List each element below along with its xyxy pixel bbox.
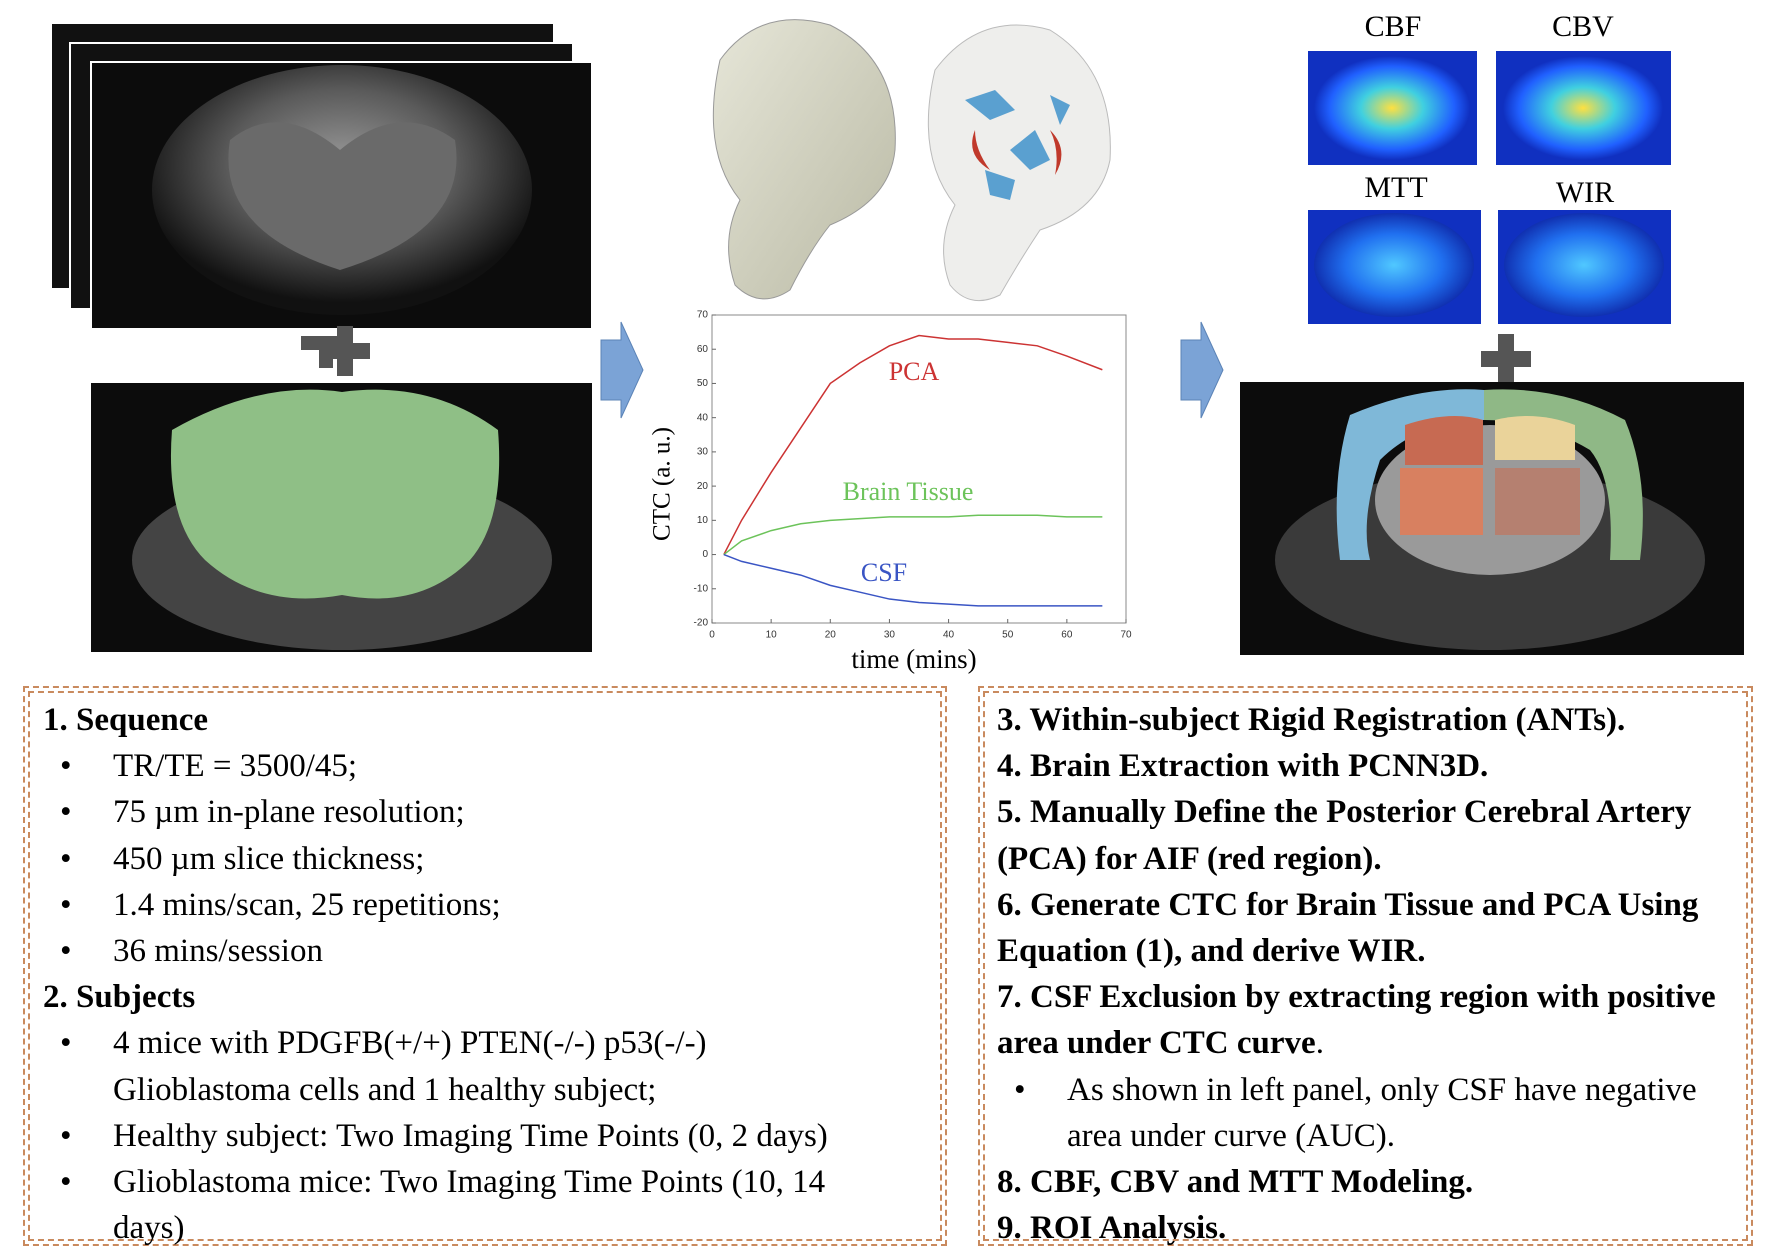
map-cbv xyxy=(1503,56,1663,160)
x-tick-label: 30 xyxy=(884,630,896,641)
step: 5. Manually Define the Posterior Cerebra… xyxy=(997,794,1692,877)
csf-region xyxy=(965,90,1070,200)
seg-region xyxy=(1336,389,1484,560)
bullet: 36 mins/session xyxy=(43,928,945,974)
map-cbf xyxy=(1314,56,1470,160)
seg-region xyxy=(1495,416,1575,460)
map-label: CBV xyxy=(1552,10,1614,43)
step: 3. Within-subject Rigid Registration (AN… xyxy=(997,702,1626,738)
series-label: PCA xyxy=(889,357,940,386)
series-label: Brain Tissue xyxy=(843,477,974,506)
ctc-chart: 0 10 20 30 40 50 60 70 -20 -10 0 10 20 30 40 50 60 70 time… xyxy=(649,310,1132,675)
bullet: TR/TE = 3500/45; xyxy=(43,743,945,789)
section-heading: 2. Subjects xyxy=(43,979,196,1016)
step: 4. Brain Extraction with PCNN3D. xyxy=(997,748,1489,785)
y-tick-label: 20 xyxy=(697,481,709,492)
x-tick-label: 20 xyxy=(825,630,837,641)
seg-region xyxy=(1405,416,1483,465)
step: 7. CSF Exclusion by extracting region wi… xyxy=(997,974,1737,1066)
section-heading: 1. Sequence xyxy=(43,702,208,738)
map-label: CBF xyxy=(1365,10,1422,43)
brain-mask xyxy=(170,389,500,599)
bullet-list: As shown in left panel, only CSF have ne… xyxy=(997,1067,1737,1159)
y-tick-label: 30 xyxy=(697,447,709,458)
y-tick-label: 50 xyxy=(697,378,709,389)
y-tick-label: 40 xyxy=(697,412,709,423)
seg-region xyxy=(1495,468,1580,535)
step-tail: . xyxy=(1315,1025,1324,1062)
bullet: 75 µm in-plane resolution; xyxy=(43,789,945,835)
brain-3d-transparent xyxy=(927,24,1111,302)
bullet-list: 4 mice with PDGFB(+/+) PTEN(-/-) p53(-/-… xyxy=(43,1020,873,1251)
seg-region xyxy=(1400,468,1483,535)
map-label: MTT xyxy=(1364,171,1427,204)
bullet: 450 µm slice thickness; xyxy=(43,836,945,882)
x-tick-label: 10 xyxy=(766,630,778,641)
series-line xyxy=(723,553,1103,607)
bullet: Healthy subject: Two Imaging Time Points… xyxy=(43,1113,873,1159)
y-tick-label: -10 xyxy=(694,583,709,594)
pca-region xyxy=(972,130,1062,175)
brain-image xyxy=(228,122,457,270)
series-label: CSF xyxy=(861,558,907,587)
map-wir xyxy=(1504,213,1664,317)
arrow xyxy=(600,321,644,419)
x-tick-label: 40 xyxy=(943,630,955,641)
step: 8. CBF, CBV and MTT Modeling. xyxy=(997,1164,1474,1201)
methods-box-right: 3. Within-subject Rigid Registration (AN… xyxy=(978,686,1753,1246)
arrow xyxy=(1180,321,1224,419)
y-tick-label: 70 xyxy=(697,310,709,321)
y-tick-label: 60 xyxy=(697,344,709,355)
y-tick-label: 10 xyxy=(697,515,709,526)
x-tick-label: 60 xyxy=(1061,630,1073,641)
bullet: As shown in left panel, only CSF have ne… xyxy=(997,1067,1737,1159)
series-line xyxy=(723,514,1103,556)
plus xyxy=(337,326,353,376)
x-tick-label: 50 xyxy=(1002,630,1014,641)
seg-region xyxy=(1484,389,1643,560)
x-axis-label: time (mins) xyxy=(851,644,976,674)
bullet-list: TR/TE = 3500/45; 75 µm in-plane resoluti… xyxy=(43,743,945,974)
brain-3d xyxy=(712,19,896,300)
x-tick-label: 0 xyxy=(709,630,715,641)
map-label: WIR xyxy=(1556,176,1614,209)
perfusion-maps xyxy=(1308,51,1671,324)
x-tick-label: 70 xyxy=(1120,630,1132,641)
bullet: 1.4 mins/scan, 25 repetitions; xyxy=(43,882,945,928)
plus xyxy=(1498,334,1514,384)
bullet: 4 mice with PDGFB(+/+) PTEN(-/-) p53(-/-… xyxy=(43,1020,873,1112)
plot-frame xyxy=(711,314,1127,624)
step-text: 7. CSF Exclusion by extracting region wi… xyxy=(997,979,1716,1062)
bullet: Glioblastoma mice: Two Imaging Time Poin… xyxy=(43,1159,873,1251)
y-tick-label: 0 xyxy=(702,549,708,560)
series-line xyxy=(723,334,1103,555)
methods-box-left: 1. Sequence TR/TE = 3500/45; 75 µm in-pl… xyxy=(23,686,947,1246)
step: 9. ROI Analysis. xyxy=(997,1210,1227,1247)
y-axis-label: CTC (a. u.) xyxy=(649,427,676,541)
y-tick-label: -20 xyxy=(694,618,709,629)
map-mtt xyxy=(1314,213,1474,317)
step: 6. Generate CTC for Brain Tissue and PCA… xyxy=(997,886,1699,970)
